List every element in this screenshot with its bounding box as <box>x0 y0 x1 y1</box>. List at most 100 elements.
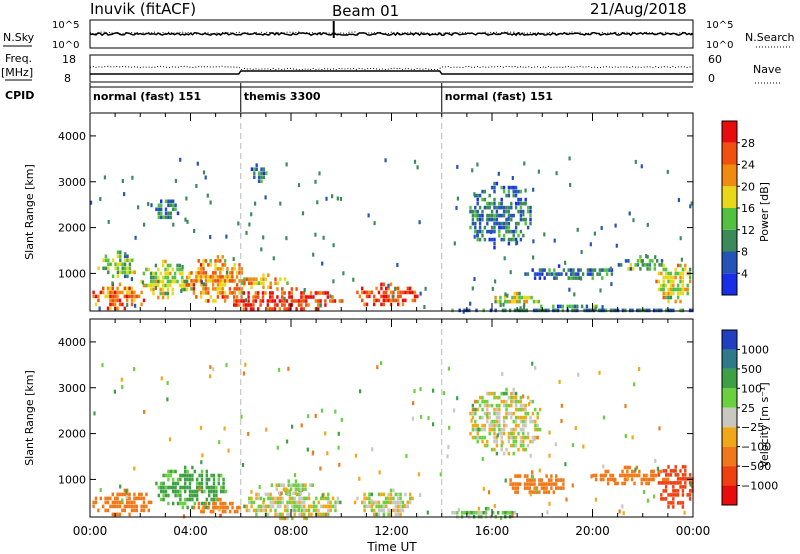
velocity-cell <box>672 497 675 501</box>
velocity-cell <box>681 505 685 509</box>
power-cell <box>526 209 530 214</box>
power-cell <box>262 285 265 289</box>
velocity-cell <box>307 512 311 517</box>
velocity-cell <box>191 473 194 478</box>
power-cell <box>128 266 132 271</box>
velocity-cell <box>286 508 289 513</box>
velocity-cell <box>392 500 395 505</box>
power-cell <box>169 279 172 284</box>
power-cell <box>128 290 131 295</box>
velocity-cell <box>147 500 150 505</box>
velocity-cell <box>522 447 525 452</box>
velocity-cell <box>646 498 649 503</box>
power-cell <box>380 282 383 287</box>
velocity-cell <box>642 477 646 482</box>
power-cell <box>476 209 479 214</box>
power-cell <box>481 217 484 222</box>
velocity-cell <box>204 501 208 506</box>
velocity-cell <box>212 501 215 506</box>
velocity-cell <box>123 504 126 509</box>
power-cell <box>538 268 542 272</box>
velocity-cell <box>534 407 537 412</box>
velocity-cell <box>555 474 558 478</box>
velocity-cell <box>489 420 492 425</box>
velocity-cell <box>657 473 661 477</box>
velocity-cbar-swatch <box>722 368 737 389</box>
velocity-cell <box>244 362 247 367</box>
velocity-cell <box>255 492 258 497</box>
power-cell <box>240 279 244 283</box>
power-cell <box>392 298 395 303</box>
velocity-cell <box>486 391 489 396</box>
power-cell <box>174 207 177 212</box>
velocity-cell <box>277 491 281 495</box>
power-cell <box>190 283 193 287</box>
velocity-cell <box>215 493 218 498</box>
power-cell <box>500 205 503 210</box>
velocity-cell <box>411 496 414 501</box>
power-cell <box>651 259 654 263</box>
velocity-cell <box>128 500 131 505</box>
velocity-cell <box>495 419 499 424</box>
velocity-cell <box>162 493 165 498</box>
velocity-cell <box>481 407 484 412</box>
velocity-cell <box>471 403 475 408</box>
velocity-cell <box>370 504 373 509</box>
power-cell <box>126 294 129 299</box>
velocity-cell <box>447 445 450 450</box>
velocity-cell <box>397 508 400 513</box>
velocity-cell <box>116 504 119 509</box>
power-cell <box>513 308 517 313</box>
power-cell <box>209 263 212 267</box>
velocity-cell <box>133 504 136 509</box>
velocity-cell <box>546 510 549 515</box>
power-cell <box>157 283 160 288</box>
velocity-cell <box>674 489 677 493</box>
velocity-cell <box>426 510 429 515</box>
velocity-cell <box>358 476 361 481</box>
velocity-cell <box>528 482 531 486</box>
power-cell <box>126 290 129 295</box>
velocity-cell <box>514 415 518 420</box>
velocity-cell <box>92 500 95 505</box>
power-cell <box>397 290 400 295</box>
velocity-cell <box>481 435 484 440</box>
power-cell <box>309 295 313 299</box>
power-cell <box>260 247 263 252</box>
velocity-cell <box>228 509 232 514</box>
power-cbar-tick-label: 24 <box>741 159 755 172</box>
velocity-cell <box>483 399 487 404</box>
power-cell <box>322 235 325 240</box>
velocity-cell <box>307 508 311 513</box>
velocity-cell <box>514 439 518 444</box>
velocity-cell <box>294 491 298 495</box>
velocity-cell <box>200 460 203 465</box>
power-cell <box>498 205 501 210</box>
velocity-cell <box>512 451 515 456</box>
power-cell <box>560 272 563 276</box>
velocity-cell <box>401 500 405 505</box>
velocity-cell <box>123 508 126 513</box>
velocity-cell <box>140 496 143 501</box>
power-cell <box>152 275 155 280</box>
power-cell <box>473 192 476 197</box>
velocity-cell <box>688 493 692 497</box>
velocity-cell <box>540 486 543 490</box>
power-cell <box>288 307 291 311</box>
power-cell <box>600 308 603 313</box>
velocity-cell <box>285 491 288 495</box>
power-cell <box>397 298 400 303</box>
power-cell <box>233 263 236 267</box>
power-cell <box>474 213 477 218</box>
power-cell <box>321 291 325 295</box>
velocity-cell <box>238 505 241 510</box>
velocity-cell <box>212 505 215 510</box>
velocity-cell <box>545 490 548 494</box>
power-cell <box>478 221 482 226</box>
power-cell <box>102 266 105 271</box>
power-cell <box>223 275 227 279</box>
power-cell <box>238 287 241 291</box>
power-cell <box>200 280 203 285</box>
power-cell <box>300 291 303 295</box>
